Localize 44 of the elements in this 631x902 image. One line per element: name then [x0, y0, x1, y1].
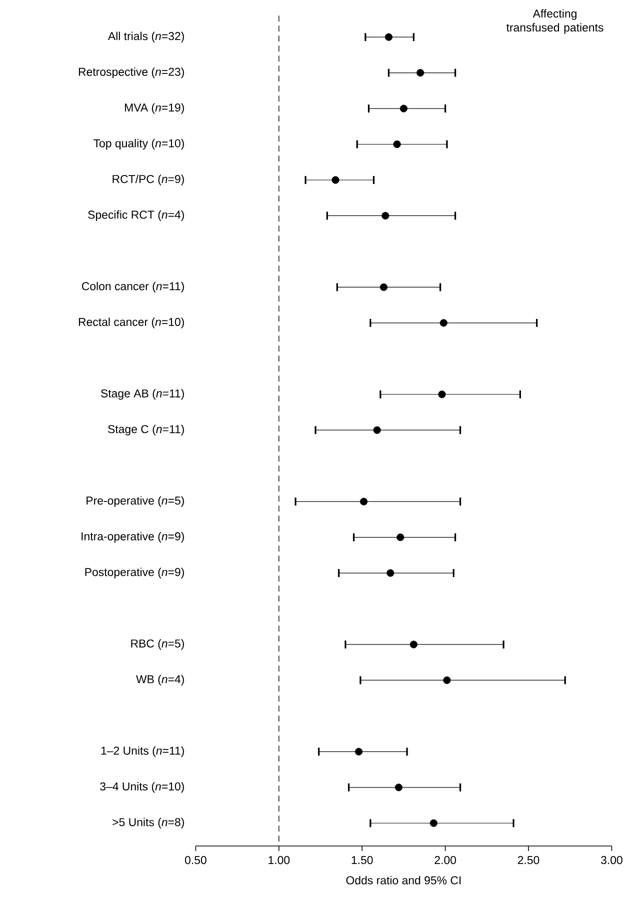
y-tick-label: Rectal cancer (n=10)	[78, 318, 184, 328]
x-tick-label: 1.50	[352, 856, 373, 864]
point	[430, 819, 438, 827]
point	[382, 212, 390, 220]
y-tick-label: RBC (n=5)	[131, 639, 184, 650]
y-tick-label: Pre-operative (n=5)	[86, 496, 184, 507]
point	[416, 69, 424, 77]
y-tick-label: Colon cancer (n=11)	[82, 282, 184, 293]
point	[354, 748, 363, 756]
point	[443, 676, 451, 684]
y-tick-label: Top quality (n=10)	[94, 138, 184, 150]
y-tick-label: MVA (n=19)	[125, 103, 184, 114]
x-tick-label: 2.50	[518, 856, 540, 864]
y-tick-label: WB (n=4)	[136, 674, 184, 686]
x-axis-title: Odds ratio and 95% CI	[346, 876, 461, 884]
point	[396, 534, 404, 542]
y-tick-label: 1–2 Units (n=11)	[101, 746, 184, 758]
x-tick-label: 3.00	[600, 856, 622, 864]
annotation: Affecting transfused patients	[506, 9, 604, 34]
x-tick-label: 1.00	[268, 856, 290, 864]
point	[400, 104, 408, 112]
point	[393, 140, 401, 148]
point	[410, 640, 418, 648]
point	[384, 33, 393, 41]
y-tick-label: RCT/PC (n=9)	[112, 174, 184, 186]
y-tick-label: Stage C (n=11)	[108, 424, 184, 436]
point	[440, 319, 448, 327]
y-tick-label: Intra-operative (n=9)	[82, 532, 184, 543]
point	[386, 569, 394, 577]
y-tick-label: All trials (n=32)	[108, 32, 184, 42]
point	[360, 498, 368, 506]
point	[373, 426, 381, 434]
x-tick-label: 2.00	[434, 856, 456, 864]
point	[380, 283, 388, 291]
y-tick-label: Stage AB (n=11)	[101, 389, 184, 400]
y-tick-label: Postoperative (n=9)	[85, 568, 184, 578]
x-tick-label: 0.50	[185, 856, 206, 864]
y-tick-label: 3–4 Units (n=10)	[100, 782, 184, 793]
point	[438, 390, 446, 398]
point	[332, 176, 340, 184]
y-tick-label: >5 Units (n=8)	[112, 818, 184, 828]
y-tick-label: Retrospective (n=23)	[78, 67, 184, 78]
y-tick-label: Specific RCT (n=4)	[88, 210, 184, 222]
point	[394, 784, 402, 792]
